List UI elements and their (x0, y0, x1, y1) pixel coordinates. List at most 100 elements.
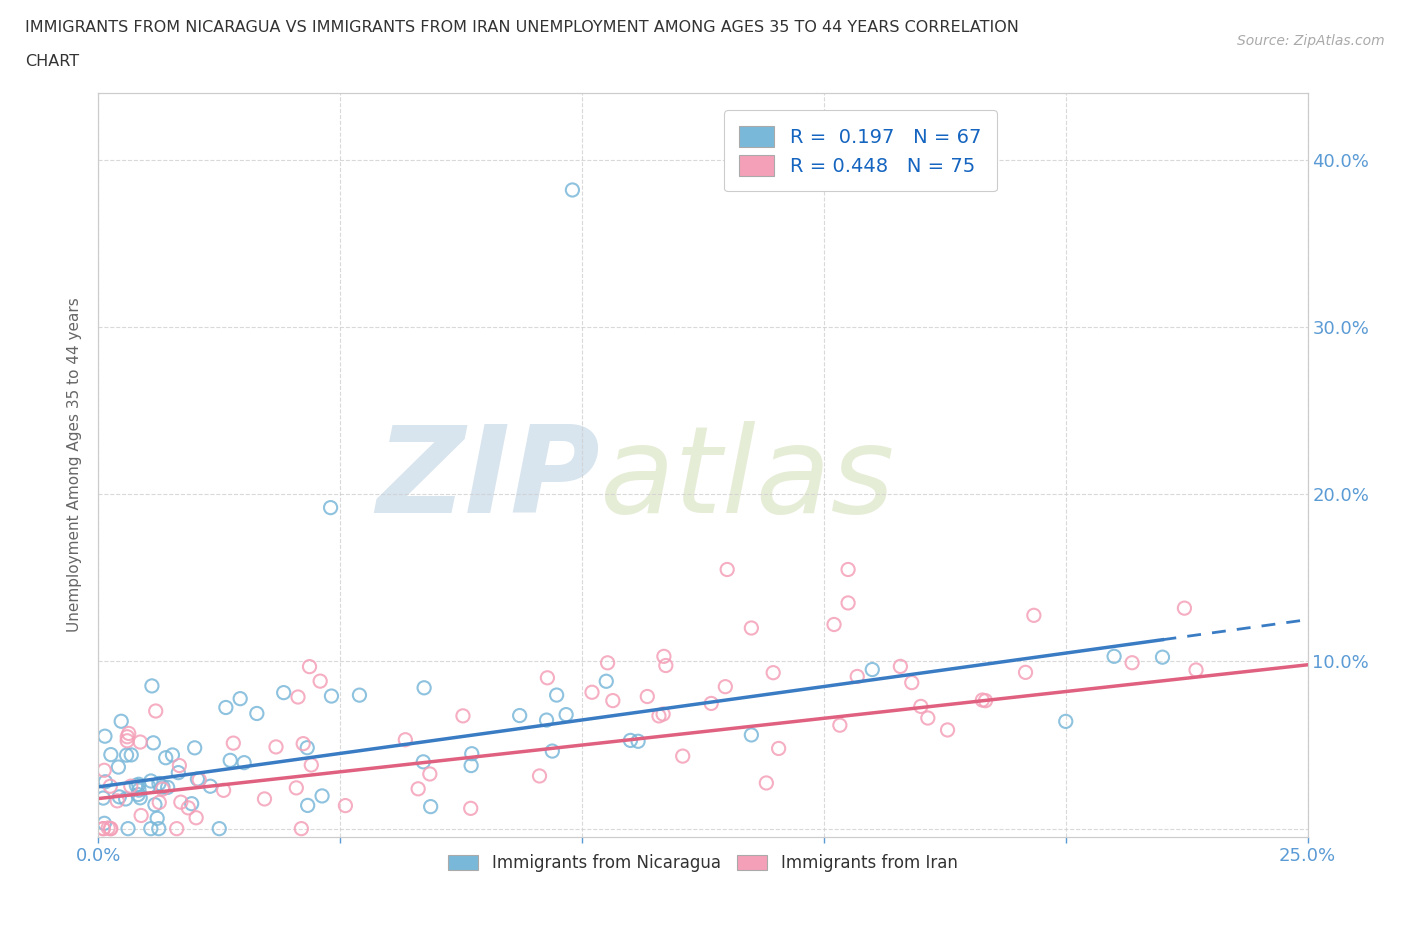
Point (419, 766, 441, 781)
Point (129, 790, 152, 805)
Text: atlas: atlas (600, 421, 896, 538)
Point (91, 821, 114, 836)
Point (139, 821, 162, 836)
Point (186, 772, 208, 787)
Point (889, 659, 911, 674)
Point (170, 795, 193, 810)
Point (162, 748, 184, 763)
Text: ZIP: ZIP (377, 421, 600, 538)
Point (652, 649, 675, 664)
Point (636, 689, 658, 704)
Point (1014, 665, 1036, 680)
Point (406, 781, 429, 796)
Point (596, 656, 619, 671)
Point (129, 735, 152, 750)
Point (292, 737, 315, 751)
Point (117, 821, 139, 836)
Point (115, 734, 138, 749)
Point (246, 706, 269, 721)
Point (118, 726, 141, 741)
Point (146, 811, 169, 826)
Point (120, 778, 142, 793)
Point (128, 777, 150, 791)
Point (394, 732, 416, 747)
Point (349, 687, 371, 702)
Point (180, 796, 202, 811)
Point (1121, 656, 1143, 671)
Point (419, 799, 441, 814)
Point (460, 801, 482, 816)
Point (143, 797, 166, 812)
Point (602, 693, 624, 708)
Point (142, 736, 165, 751)
Point (110, 714, 132, 729)
Point (138, 778, 160, 793)
Point (186, 810, 208, 825)
Point (215, 700, 238, 715)
Point (253, 791, 276, 806)
Point (716, 562, 738, 577)
Point (461, 746, 484, 761)
Point (311, 789, 333, 804)
Point (219, 753, 242, 768)
Point (1054, 714, 1077, 729)
Point (509, 708, 531, 723)
Point (148, 821, 170, 836)
Point (105, 793, 128, 808)
Point (762, 665, 785, 680)
Point (297, 798, 319, 813)
Point (183, 740, 205, 755)
Point (546, 687, 568, 702)
Point (98, 778, 121, 793)
Point (117, 729, 139, 744)
Point (100, 747, 122, 762)
Point (93, 763, 115, 777)
Point (910, 699, 932, 714)
Point (541, 744, 564, 759)
Point (900, 675, 922, 690)
Point (264, 739, 287, 754)
Point (1185, 662, 1208, 677)
Point (837, 562, 859, 577)
Point (974, 693, 997, 708)
Point (139, 774, 162, 789)
Point (141, 679, 163, 694)
Point (627, 734, 650, 749)
Point (91, 790, 114, 805)
Point (413, 681, 436, 696)
Point (167, 765, 190, 780)
Point (200, 778, 222, 793)
Text: CHART: CHART (25, 54, 79, 69)
Point (619, 733, 641, 748)
Point (127, 787, 149, 802)
Point (120, 748, 142, 763)
Point (700, 696, 723, 711)
Point (177, 801, 200, 816)
Point (100, 821, 122, 836)
Point (319, 500, 342, 515)
Point (100, 821, 122, 836)
Point (561, 182, 583, 197)
Point (129, 808, 152, 823)
Point (1022, 608, 1045, 623)
Point (648, 709, 671, 724)
Point (285, 780, 308, 795)
Point (581, 684, 603, 699)
Point (972, 693, 994, 708)
Y-axis label: Unemployment Among Ages 35 to 44 years: Unemployment Among Ages 35 to 44 years (67, 298, 83, 632)
Point (412, 754, 434, 769)
Point (595, 674, 617, 689)
Text: IMMIGRANTS FROM NICARAGUA VS IMMIGRANTS FROM IRAN UNEMPLOYMENT AMONG AGES 35 TO : IMMIGRANTS FROM NICARAGUA VS IMMIGRANTS … (25, 20, 1019, 35)
Point (94, 775, 117, 790)
Point (1152, 650, 1174, 665)
Point (107, 760, 129, 775)
Point (128, 783, 150, 798)
Point (1173, 601, 1195, 616)
Point (115, 748, 138, 763)
Point (936, 723, 959, 737)
Point (860, 662, 883, 677)
Point (222, 736, 245, 751)
Point (1102, 649, 1125, 664)
Point (321, 688, 343, 703)
Point (740, 620, 762, 635)
